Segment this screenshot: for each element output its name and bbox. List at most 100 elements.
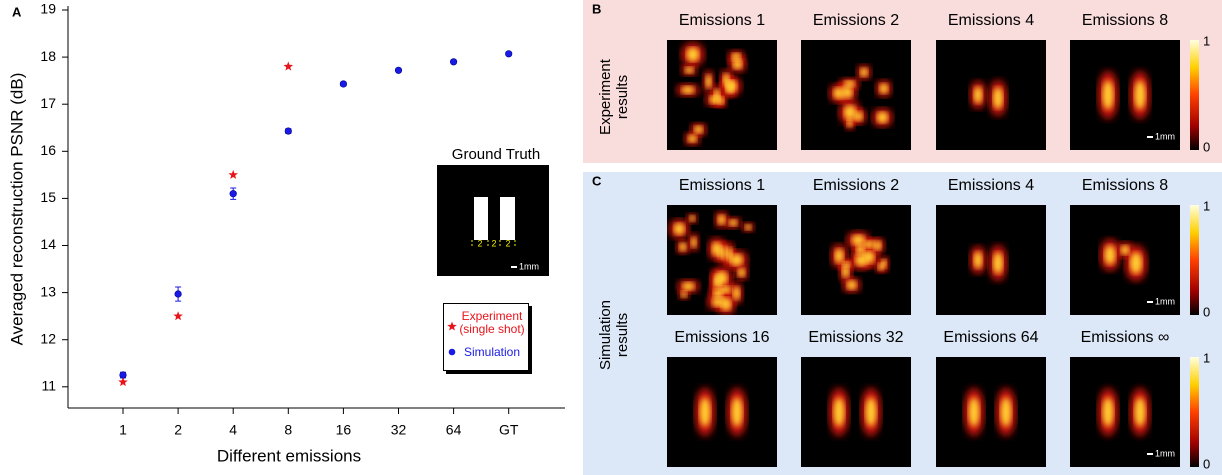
- heat-core: [686, 47, 699, 61]
- heat-core: [712, 242, 722, 256]
- heat-core: [732, 398, 743, 427]
- heat-core: [866, 398, 877, 427]
- inset-bar: [500, 197, 515, 240]
- legend-marker: [446, 320, 458, 332]
- heat-core: [716, 271, 728, 285]
- figure: A Different emissions Averaged reconstru…: [0, 0, 1222, 475]
- scale-label: 1mm: [1155, 296, 1175, 306]
- heat-core: [681, 291, 687, 298]
- image-title: Emissions 4: [948, 177, 1034, 194]
- y-tick-label: 18: [40, 48, 56, 64]
- point: [340, 81, 347, 88]
- x-tick-label: 4: [229, 422, 237, 438]
- x-tick-label: 1: [119, 422, 127, 438]
- heat-core: [674, 223, 685, 235]
- heat-core: [726, 80, 737, 91]
- image-title: Emissions 2: [813, 177, 899, 194]
- colorbar-tick-label: 0: [1203, 304, 1210, 319]
- heat-core: [681, 86, 694, 94]
- y-axis-label: Averaged reconstruction PSNR (dB): [7, 73, 26, 346]
- inset-dim: 2: [505, 238, 510, 248]
- point: [173, 311, 183, 320]
- colorbar-tick-label: 0: [1203, 456, 1210, 471]
- heat-core: [706, 75, 712, 89]
- heat-core: [721, 246, 727, 260]
- x-tick-label: 2: [174, 422, 182, 438]
- x-tick-label: 8: [284, 422, 292, 438]
- point: [450, 59, 457, 66]
- colorbar-tick-label: 0: [1203, 139, 1210, 154]
- heatmap-image: [936, 357, 1046, 467]
- heat-core: [847, 118, 853, 127]
- image-title: Emissions 8: [1082, 177, 1168, 194]
- heat-core: [682, 282, 694, 290]
- image-title: Emissions 1: [679, 12, 765, 29]
- heat-core: [721, 298, 731, 311]
- heat-core: [877, 112, 888, 123]
- row-label: Simulation: [597, 300, 614, 370]
- y-tick-label: 14: [40, 236, 56, 252]
- y-tick-label: 13: [40, 283, 56, 299]
- scale-bar: [1147, 136, 1153, 138]
- colorbar-tick-label: 1: [1203, 350, 1210, 365]
- row-label: results: [614, 75, 631, 119]
- colorbar-tick-label: 1: [1203, 198, 1210, 213]
- heat-core: [856, 244, 865, 254]
- y-tick-label: 15: [40, 189, 56, 205]
- inset-image: [437, 165, 549, 276]
- heatmap-image: [801, 357, 911, 467]
- point: [228, 170, 238, 179]
- heat-core: [842, 86, 853, 98]
- scale-bar: [1147, 301, 1153, 303]
- heat-core: [679, 243, 686, 251]
- image-title: Emissions 8: [1082, 12, 1168, 29]
- heat-core: [974, 252, 983, 269]
- image-title: Emissions 64: [943, 329, 1038, 346]
- heat-core: [1135, 398, 1146, 427]
- inset-title: Ground Truth: [452, 146, 540, 163]
- heat-core: [694, 126, 703, 134]
- heat-core: [733, 59, 743, 69]
- heat-core: [1103, 398, 1114, 427]
- inset-dim: 2: [491, 238, 496, 248]
- heat-core: [855, 254, 867, 266]
- point: [505, 51, 512, 58]
- heat-core: [860, 68, 868, 77]
- point: [175, 291, 182, 298]
- panel-label: C: [592, 173, 602, 188]
- heat-core: [1121, 245, 1130, 255]
- panel-label: B: [592, 1, 601, 16]
- heat-core: [879, 83, 888, 93]
- heat-core: [993, 87, 1003, 109]
- heat-core: [1105, 245, 1116, 264]
- x-tick-label: GT: [499, 422, 519, 438]
- y-tick-label: 17: [40, 95, 56, 111]
- heat-core: [718, 215, 726, 225]
- image-title: Emissions ∞: [1081, 329, 1170, 346]
- chart: A Different emissions Averaged reconstru…: [0, 0, 1222, 475]
- heat-core: [688, 135, 697, 143]
- heat-core: [1001, 398, 1012, 427]
- row-label: Experiment: [597, 58, 614, 135]
- x-tick-label: 16: [336, 422, 352, 438]
- heat-core: [719, 286, 731, 293]
- y-tick-label: 16: [40, 142, 56, 158]
- scale-label: 1mm: [519, 261, 539, 271]
- heat-core: [1103, 81, 1114, 110]
- heatmap-image: [667, 357, 777, 467]
- colorbar: [1190, 205, 1199, 315]
- x-axis-label: Different emissions: [217, 446, 361, 465]
- colorbar-tick-label: 1: [1203, 33, 1210, 48]
- heat-core: [878, 263, 884, 270]
- scale-label: 1mm: [1155, 131, 1175, 141]
- heat-core: [1130, 252, 1142, 274]
- image-title: Emissions 4: [948, 12, 1034, 29]
- heat-core: [738, 268, 746, 277]
- y-tick-label: 12: [40, 330, 56, 346]
- heat-core: [847, 280, 857, 289]
- x-tick-label: 64: [446, 422, 462, 438]
- point: [395, 67, 402, 74]
- point: [230, 190, 237, 197]
- scale-bar: [1147, 453, 1153, 455]
- y-tick-label: 19: [40, 1, 56, 17]
